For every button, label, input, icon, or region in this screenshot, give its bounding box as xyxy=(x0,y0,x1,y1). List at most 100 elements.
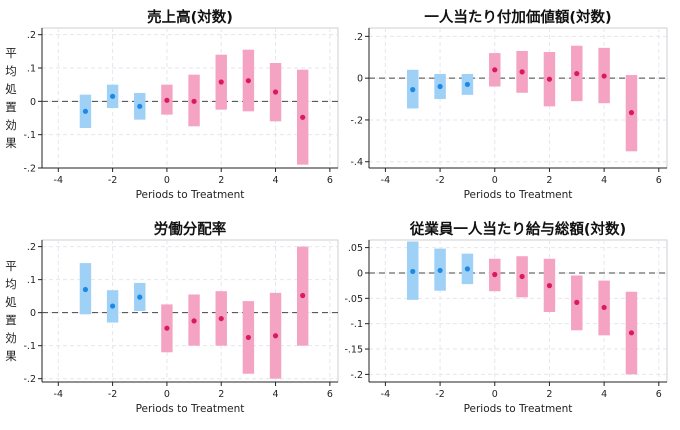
point-estimate-marker xyxy=(82,286,89,293)
x-tick-label: -2 xyxy=(435,389,444,400)
chart-title: 従業員一人当たり給与総額(対数) xyxy=(409,220,626,238)
point-estimate-marker xyxy=(574,299,580,305)
x-tick-label: 4 xyxy=(273,389,279,400)
y-axis-label-char: 均 xyxy=(5,64,17,78)
y-tick-label: 0 xyxy=(357,74,363,85)
x-tick-label: 6 xyxy=(327,389,333,400)
x-tick-label: -4 xyxy=(381,389,390,400)
point-estimate-marker xyxy=(272,333,279,339)
x-tick-label: -4 xyxy=(54,389,63,400)
y-axis-label-char: 平 xyxy=(5,259,17,273)
x-tick-label: 6 xyxy=(656,389,662,400)
point-estimate-marker xyxy=(191,98,197,104)
y-tick-label: -.1 xyxy=(351,319,364,330)
y-axis-label-char: 平 xyxy=(5,46,17,60)
chart-panel-4: -.2 -.15 -.1 -.05 0 .05 -4 -2 0 2 4 6 従業員一人当たり給与総額(対… xyxy=(344,220,668,415)
x-tick-label: 2 xyxy=(218,389,224,400)
point-estimate-marker xyxy=(519,273,525,280)
y-tick-label: .05 xyxy=(348,243,363,254)
point-estimate-marker xyxy=(574,70,580,77)
point-estimate-marker xyxy=(601,73,607,79)
chart-panel-2: -.4 -.2 0 .2 -4 -2 0 2 4 6 一人当たり付加価値額(対数) Periods t… xyxy=(351,8,668,201)
y-tick-label: -.4 xyxy=(351,157,364,168)
y-tick-label: 0 xyxy=(30,308,36,319)
point-estimate-marker xyxy=(245,78,251,84)
y-tick-label: 0 xyxy=(357,268,363,279)
y-tick-label: -.2 xyxy=(24,164,37,175)
point-estimate-marker xyxy=(464,81,471,88)
y-axis-label-char: 均 xyxy=(5,277,17,291)
y-axis-label: 平均処置効果 xyxy=(5,46,17,150)
x-axis-label: Periods to Treatment xyxy=(136,403,245,415)
x-tick-label: 2 xyxy=(546,175,552,186)
point-estimate-marker xyxy=(164,325,170,331)
point-estimate-marker xyxy=(437,267,443,274)
y-tick-label: -.1 xyxy=(24,130,37,141)
point-estimate-marker xyxy=(137,294,143,300)
y-axis-label-char: 果 xyxy=(5,349,17,363)
x-tick-label: -4 xyxy=(54,175,63,186)
chart-title: 売上高(対数) xyxy=(147,8,233,26)
y-axis-label-char: 置 xyxy=(5,100,17,114)
y-axis-label-char: 果 xyxy=(5,136,17,150)
point-estimate-marker xyxy=(410,87,416,93)
y-tick-label: -.2 xyxy=(351,115,364,126)
x-tick-label: 4 xyxy=(601,389,607,400)
point-estimate-marker xyxy=(300,114,306,120)
point-estimate-marker xyxy=(110,93,116,99)
point-estimate-marker xyxy=(110,303,116,309)
point-estimate-marker xyxy=(82,108,89,114)
x-tick-label: -2 xyxy=(108,389,117,400)
x-tick-label: 2 xyxy=(546,389,552,400)
y-axis-label-char: 処 xyxy=(5,295,17,309)
x-tick-label: -2 xyxy=(108,175,117,186)
x-axis-label: Periods to Treatment xyxy=(136,189,245,201)
point-estimate-marker xyxy=(464,266,471,272)
point-estimate-marker xyxy=(300,292,306,299)
point-estimate-marker xyxy=(218,315,224,322)
y-axis-label-char: 効 xyxy=(5,331,17,345)
x-tick-label: 6 xyxy=(656,175,662,186)
x-tick-label: 6 xyxy=(327,175,333,186)
point-estimate-marker xyxy=(218,79,224,85)
x-tick-label: 4 xyxy=(601,175,607,186)
point-estimate-marker xyxy=(601,304,607,311)
point-estimate-marker xyxy=(410,268,416,275)
chart-panel-1: -.2 -.1 0 .1 .2 -4 -2 0 2 4 6 売上高(対数) Periods to Tre… xyxy=(5,8,339,201)
x-tick-label: 0 xyxy=(164,175,170,186)
point-estimate-marker xyxy=(628,110,635,116)
x-tick-label: 2 xyxy=(218,175,224,186)
point-estimate-marker xyxy=(628,330,635,336)
y-tick-label: .2 xyxy=(27,242,36,253)
y-tick-label: -.05 xyxy=(344,294,363,305)
x-tick-label: 4 xyxy=(273,175,279,186)
y-tick-label: 0 xyxy=(30,97,36,108)
y-tick-label: .2 xyxy=(27,30,36,41)
y-tick-label: .1 xyxy=(27,275,36,286)
y-tick-label: .2 xyxy=(354,32,363,43)
y-axis-label-char: 効 xyxy=(5,118,17,132)
point-estimate-marker xyxy=(492,271,498,278)
chart-title: 一人当たり付加価値額(対数) xyxy=(424,8,611,26)
chart-title: 労働分配率 xyxy=(154,220,227,238)
y-tick-label: -.2 xyxy=(24,374,37,385)
point-estimate-marker xyxy=(245,334,251,341)
x-tick-label: 0 xyxy=(492,389,498,400)
point-estimate-marker xyxy=(546,76,553,82)
y-axis-label-char: 処 xyxy=(5,82,17,96)
point-estimate-marker xyxy=(437,83,443,90)
y-tick-label: .1 xyxy=(27,64,36,75)
point-estimate-marker xyxy=(492,67,498,73)
point-estimate-marker xyxy=(137,103,143,109)
x-axis-label: Periods to Treatment xyxy=(464,189,573,201)
x-tick-label: -4 xyxy=(381,175,390,186)
point-estimate-marker xyxy=(546,283,553,289)
x-tick-label: 0 xyxy=(164,389,170,400)
x-axis-label: Periods to Treatment xyxy=(464,403,573,415)
point-estimate-marker xyxy=(272,89,279,95)
point-estimate-marker xyxy=(164,97,170,103)
y-tick-label: -.2 xyxy=(351,370,364,381)
y-tick-label: -.15 xyxy=(344,345,363,356)
y-axis-label-char: 置 xyxy=(5,313,17,327)
